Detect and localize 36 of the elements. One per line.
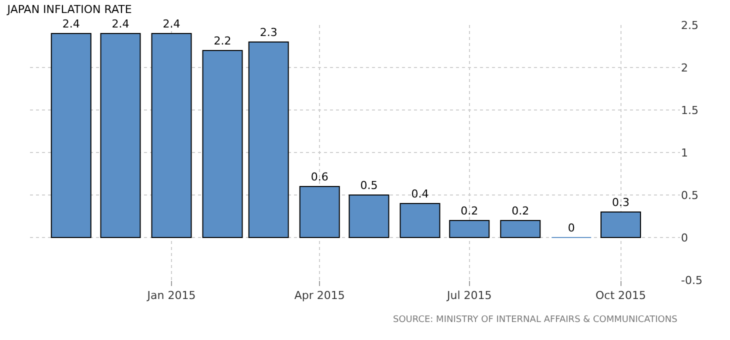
bar: [600, 212, 642, 238]
x-tick-label: Jan 2015: [146, 289, 196, 302]
bar: [202, 50, 243, 238]
bar: [50, 33, 92, 238]
data-label: 2.4: [62, 18, 80, 30]
data-label: 0.2: [512, 204, 530, 218]
bar: [151, 33, 192, 238]
data-label: 0.4: [411, 188, 429, 200]
x-tick-label: Apr 2015: [294, 289, 345, 302]
data-label: 2.2: [214, 34, 232, 48]
data-label: 2.3: [260, 26, 278, 39]
data-label: 0.2: [460, 204, 478, 218]
bar: [400, 203, 440, 238]
y-tick-label: 1: [681, 146, 688, 160]
y-tick-label: 2: [681, 61, 688, 74]
bar: [248, 42, 289, 238]
data-label: 0: [568, 222, 575, 234]
data-label: 0.6: [310, 170, 328, 184]
x-tick-label: Oct 2015: [596, 289, 646, 302]
bar: [100, 33, 141, 238]
chart-title: JAPAN INFLATION RATE: [6, 2, 132, 16]
bar: [299, 186, 340, 238]
data-label: 0.3: [612, 196, 630, 209]
data-label: 2.4: [162, 18, 180, 30]
y-tick-label: 0: [681, 231, 688, 244]
source-note: SOURCE: MINISTRY OF INTERNAL AFFAIRS & COMMUNICATIONS: [393, 315, 678, 325]
bar: [348, 194, 390, 238]
x-tick-label: Jul 2015: [446, 289, 492, 302]
y-tick-label: 0.5: [681, 188, 698, 202]
bar: [449, 220, 490, 238]
y-tick-label: -0.5: [681, 274, 702, 287]
y-tick-label: 2.5: [681, 18, 698, 32]
y-tick-label: 1.5: [681, 104, 698, 117]
bar: [500, 220, 541, 238]
data-label: 2.4: [112, 18, 130, 30]
data-label: 0.5: [360, 179, 378, 192]
